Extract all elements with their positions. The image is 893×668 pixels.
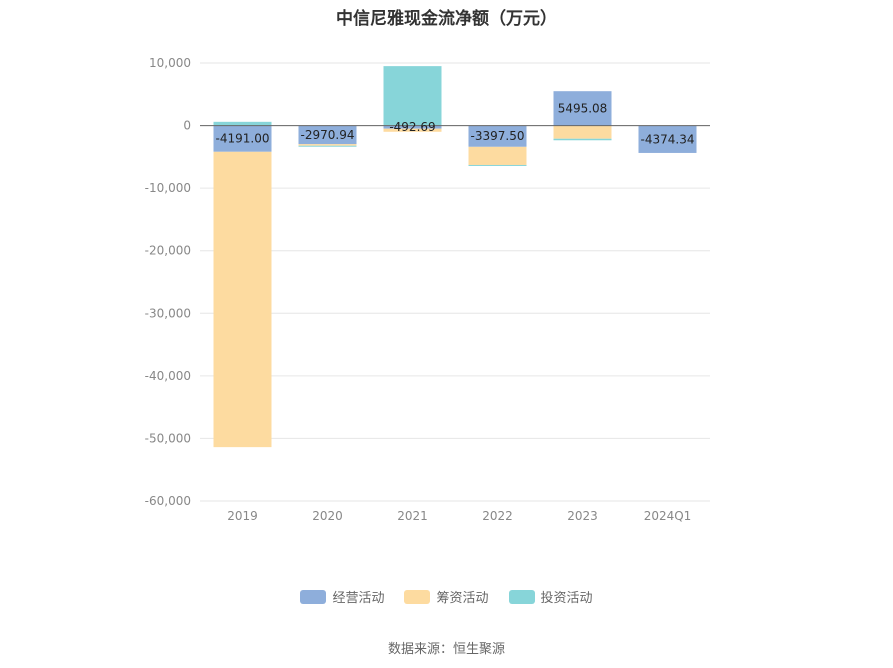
x-axis-ticks: 2019 2020 2021 2022 2023 2024Q1 xyxy=(227,509,691,523)
x-tick-label: 2019 xyxy=(227,509,258,523)
data-label: 5495.08 xyxy=(558,101,608,115)
bar-segment xyxy=(298,145,357,147)
y-tick-label: -10,000 xyxy=(145,181,191,195)
bar-segment xyxy=(298,144,357,146)
y-tick-label: 10,000 xyxy=(149,56,191,70)
data-labels: -4191.00 -2970.94 -492.69 -3397.50 5495.08 -4… xyxy=(216,101,695,146)
y-tick-label: -30,000 xyxy=(145,306,191,320)
data-label: -2970.94 xyxy=(301,128,355,142)
bar-segment xyxy=(213,151,272,448)
bar-segment xyxy=(638,125,697,153)
legend-item[interactable]: 筹资活动 xyxy=(404,587,489,606)
bar-segment xyxy=(468,164,527,166)
bars xyxy=(213,66,697,448)
legend-item[interactable]: 投资活动 xyxy=(508,587,593,606)
legend-label: 筹资活动 xyxy=(436,591,489,606)
bar-segment xyxy=(383,125,442,129)
source-note: 数据来源：恒生聚源 xyxy=(387,642,505,657)
y-tick-label: -50,000 xyxy=(145,431,191,445)
bar-segment xyxy=(553,125,612,139)
x-tick-label: 2021 xyxy=(397,509,428,523)
y-tick-label: -20,000 xyxy=(145,244,191,258)
bar-segment xyxy=(213,125,272,152)
y-tick-label: -40,000 xyxy=(145,369,191,383)
x-tick-label: 2022 xyxy=(482,509,513,523)
legend-label: 经营活动 xyxy=(332,591,385,606)
bar-segment xyxy=(553,138,612,141)
data-label: -4191.00 xyxy=(216,132,270,146)
legend-swatch xyxy=(508,589,535,604)
x-tick-label: 2023 xyxy=(567,509,598,523)
bar-segment xyxy=(383,128,442,132)
legend: 经营活动 筹资活动 投资活动 xyxy=(0,587,893,606)
data-label: -492.69 xyxy=(389,120,435,134)
y-axis-ticks: 10,000 0 -10,000 -20,000 -30,000 -40,000 -50,0… xyxy=(145,56,191,508)
bar-segment xyxy=(553,91,612,126)
bar-segment xyxy=(298,125,357,145)
grid-lines xyxy=(200,62,710,502)
data-label: -3397.50 xyxy=(471,129,525,143)
y-tick-label: 0 xyxy=(183,119,191,133)
legend-swatch xyxy=(300,589,327,604)
legend-label: 投资活动 xyxy=(540,591,593,606)
legend-swatch xyxy=(404,589,431,604)
x-tick-label: 2024Q1 xyxy=(644,509,692,523)
bar-segment xyxy=(468,146,527,165)
x-tick-label: 2020 xyxy=(312,509,343,523)
legend-item[interactable]: 经营活动 xyxy=(300,587,384,606)
chart-title: 中信尼雅现金流净额（万元） xyxy=(336,9,557,29)
y-tick-label: -60,000 xyxy=(145,494,191,508)
bar-segment xyxy=(213,121,272,126)
bar-segment xyxy=(383,66,442,126)
data-label: -4374.34 xyxy=(641,132,695,146)
bar-segment xyxy=(468,125,527,147)
